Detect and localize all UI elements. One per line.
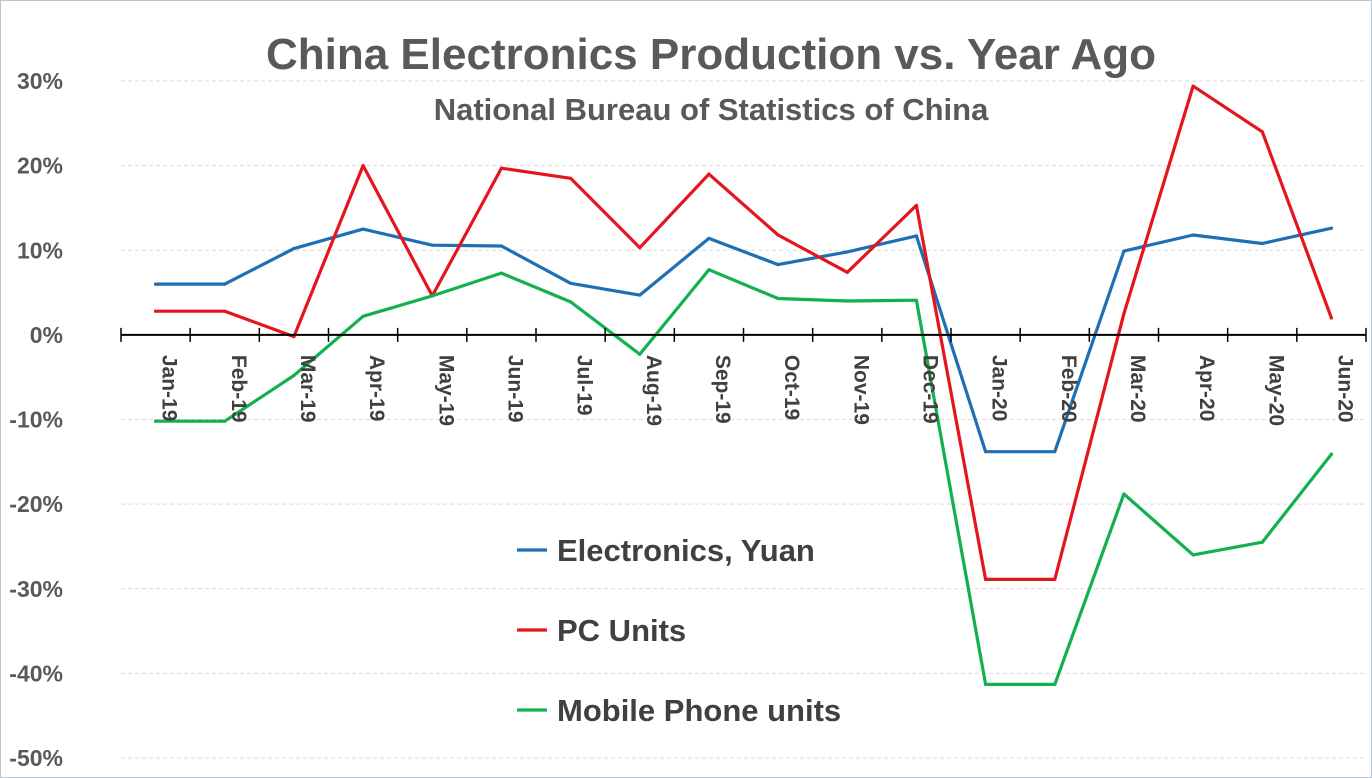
- x-axis-ticks: Jan-19 Feb-19 Mar-19 Apr-19 May-19 Jun-19 Jul-…: [158, 355, 1357, 426]
- data-point: [1191, 553, 1195, 557]
- gridlines: [121, 80, 1366, 759]
- data-point: [845, 250, 849, 254]
- data-point: [914, 203, 919, 207]
- data-point: [292, 246, 296, 251]
- x-tick-label: Sep-19: [711, 355, 734, 424]
- legend-label: Mobile Phone units: [557, 693, 841, 728]
- data-point: [568, 176, 573, 180]
- data-point: [638, 352, 642, 356]
- data-point: [499, 271, 504, 275]
- data-point: [1122, 312, 1126, 316]
- data-point: [1329, 452, 1334, 456]
- y-tick-label: 0%: [30, 322, 63, 348]
- data-point: [983, 450, 988, 454]
- x-tick-label: Nov-19: [849, 355, 872, 425]
- y-tick-label: 20%: [17, 153, 63, 179]
- chart-title: China Electronics Production vs. Year Ag…: [266, 30, 1156, 79]
- data-point: [568, 281, 573, 285]
- data-point: [776, 233, 780, 237]
- data-point: [568, 300, 573, 304]
- y-tick-label: -40%: [9, 660, 63, 686]
- y-tick-label: -10%: [9, 407, 63, 433]
- x-tick-label: May-20: [1264, 355, 1287, 426]
- data-point: [1053, 450, 1057, 454]
- data-point: [1122, 492, 1126, 496]
- data-point: [223, 419, 227, 423]
- x-tick-label: Jan-19: [158, 355, 181, 422]
- series-line-2: [154, 84, 1334, 582]
- x-tick-label: Feb-20: [1057, 355, 1080, 423]
- data-point: [1191, 233, 1195, 237]
- data-point: [1053, 577, 1057, 582]
- data-point: [1260, 241, 1264, 246]
- data-point: [1191, 84, 1195, 88]
- data-point: [153, 419, 158, 423]
- data-point: [845, 299, 849, 303]
- x-tick-label: Mar-20: [1126, 355, 1149, 423]
- data-point: [153, 282, 158, 286]
- data-point: [776, 263, 780, 267]
- x-tick-label: Apr-20: [1195, 355, 1218, 422]
- data-point: [638, 293, 642, 297]
- data-point: [153, 309, 158, 313]
- data-point: [1260, 540, 1264, 544]
- data-point: [361, 164, 365, 168]
- y-tick-label: -50%: [9, 745, 63, 771]
- x-tick-label: Oct-19: [780, 355, 803, 420]
- data-point: [1260, 130, 1264, 134]
- data-point: [499, 244, 504, 248]
- legend-label: Electronics, Yuan: [557, 533, 815, 568]
- data-point: [1329, 226, 1334, 230]
- legend-label: PC Units: [557, 613, 686, 648]
- data-point: [914, 298, 919, 302]
- x-tick-label: Jun-20: [1333, 355, 1356, 423]
- x-tick-label: Feb-19: [227, 355, 250, 423]
- series-line-3: [154, 268, 1334, 687]
- x-tick-label: May-19: [434, 355, 457, 426]
- x-tick-label: Jul-19: [573, 355, 596, 416]
- y-axis-ticks: 30% 20% 10% 0% -10% -20% -30% -40% -50%: [9, 68, 63, 771]
- chart-subtitle: National Bureau of Statistics of China: [434, 92, 989, 127]
- legend: Electronics, Yuan PC Units Mobile Phone un…: [517, 533, 841, 728]
- series-lines: [153, 84, 1334, 687]
- y-tick-label: -30%: [9, 576, 63, 602]
- data-point: [1329, 316, 1334, 320]
- data-point: [430, 243, 434, 247]
- data-point: [1053, 682, 1057, 686]
- x-tick-label: Aug-19: [642, 355, 665, 426]
- y-tick-label: -20%: [9, 491, 63, 517]
- data-point: [638, 246, 642, 250]
- data-point: [845, 270, 849, 274]
- data-point: [430, 294, 434, 298]
- data-point: [292, 373, 296, 378]
- series-line-1: [154, 226, 1334, 454]
- y-tick-label: 30%: [17, 68, 63, 94]
- data-point: [361, 314, 365, 318]
- data-point: [707, 268, 711, 272]
- data-point: [1122, 249, 1126, 253]
- y-tick-label: 10%: [17, 237, 63, 263]
- x-tick-label: Dec-19: [918, 355, 941, 424]
- data-point: [223, 282, 227, 286]
- data-point: [361, 227, 365, 231]
- x-tick-label: Jan-20: [988, 355, 1011, 422]
- data-point: [223, 309, 227, 313]
- data-point: [914, 234, 919, 238]
- data-point: [707, 236, 711, 241]
- x-axis: [120, 327, 1367, 342]
- x-tick-label: Apr-19: [365, 355, 388, 422]
- data-point: [499, 166, 504, 170]
- data-point: [707, 172, 711, 176]
- x-tick-label: Jun-19: [503, 355, 526, 423]
- data-point: [776, 296, 780, 301]
- x-tick-label: Mar-19: [296, 355, 319, 423]
- data-point: [983, 682, 988, 686]
- data-point: [983, 577, 988, 582]
